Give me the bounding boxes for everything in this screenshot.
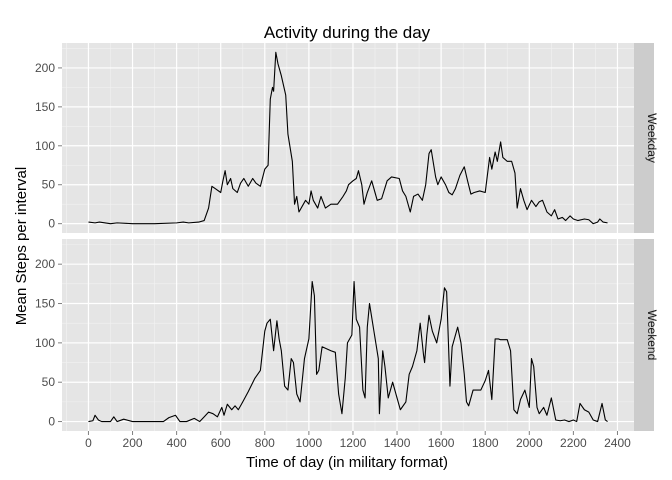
facet-panels: 0 50 100 150 200 Weekday 0 50 100 150 200 Weekend bbox=[35, 43, 659, 431]
x-tick-label: 2200 bbox=[560, 436, 587, 450]
series-line-weekday bbox=[88, 51, 608, 225]
x-tick-label: 1800 bbox=[472, 436, 499, 450]
chart-title: Activity during the day bbox=[264, 23, 431, 42]
x-axis-title: Time of day (in military format) bbox=[246, 454, 448, 471]
x-tick-label: 2400 bbox=[604, 436, 631, 450]
y-tick-label: 100 bbox=[35, 336, 55, 350]
x-tick-label: 600 bbox=[211, 436, 231, 450]
y-tick-label: 0 bbox=[48, 217, 55, 231]
panel-background bbox=[62, 239, 634, 431]
y-tick-label: 100 bbox=[35, 139, 55, 153]
facet-strip-label: Weekday bbox=[645, 113, 659, 163]
x-tick-label: 800 bbox=[255, 436, 275, 450]
x-tick-label: 1600 bbox=[428, 436, 455, 450]
x-tick-label: 400 bbox=[167, 436, 187, 450]
x-tick-label: 1200 bbox=[340, 436, 367, 450]
facet-strip bbox=[634, 43, 654, 233]
y-tick-label: 0 bbox=[48, 415, 55, 429]
y-tick-label: 50 bbox=[42, 375, 56, 389]
panel-weekend: 0 50 100 150 200 Weekend bbox=[35, 239, 659, 431]
x-tick-label: 0 bbox=[85, 436, 92, 450]
x-tick-label: 2000 bbox=[516, 436, 543, 450]
facet-strip-label: Weekend bbox=[645, 310, 659, 360]
y-tick-label: 200 bbox=[35, 257, 55, 271]
panel-background bbox=[62, 43, 634, 233]
series-line-weekend bbox=[88, 280, 608, 423]
y-tick-label: 50 bbox=[42, 178, 56, 192]
y-tick-label: 200 bbox=[35, 61, 55, 75]
y-axis-title: Mean Steps per interval bbox=[13, 167, 30, 325]
x-axis: 0 200 400 600 800 1000 1200 1400 1600 1800 2000 220… bbox=[85, 431, 631, 450]
panel-weekday: 0 50 100 150 200 Weekday bbox=[35, 43, 659, 233]
x-tick-label: 200 bbox=[123, 436, 143, 450]
y-tick-label: 150 bbox=[35, 297, 55, 311]
facet-strip bbox=[634, 239, 654, 431]
y-tick-label: 150 bbox=[35, 100, 55, 114]
x-tick-label: 1000 bbox=[296, 436, 323, 450]
x-tick-label: 1400 bbox=[384, 436, 411, 450]
